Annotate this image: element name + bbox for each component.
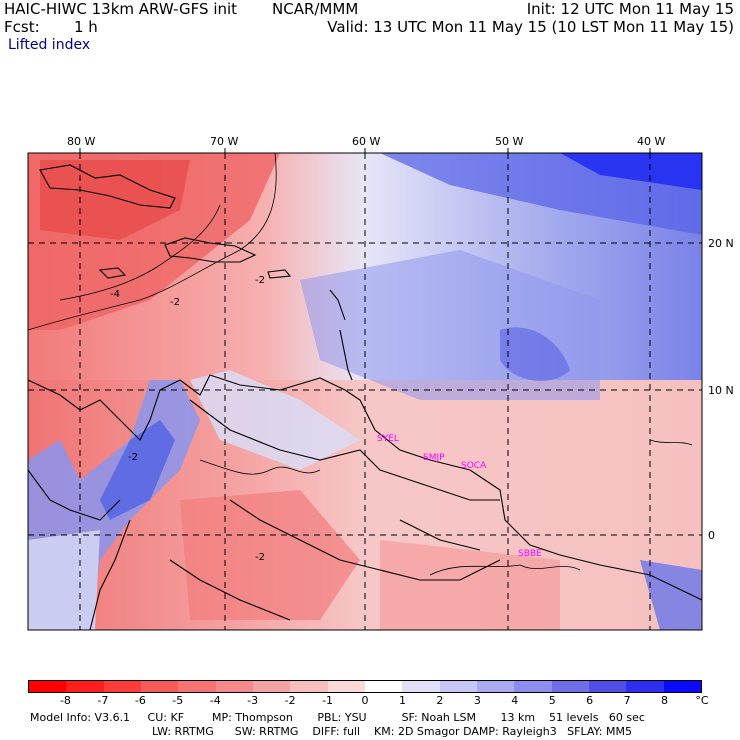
colorbar-tick-label: -1 [322,694,334,707]
lon-label-80w: 80 W [67,135,95,148]
valid-time: Valid: 13 UTC Mon 11 May 15 (10 LST Mon … [327,18,734,36]
field-name: Lifted index [8,37,91,53]
colorbar-swatch [364,681,403,692]
fcst-value: 1 h [74,18,98,36]
lifted-index-map: 80 W 70 W 60 W 50 W 40 W 20 N 10 N 0 -4 … [27,135,734,631]
lon-label-40w: 40 W [637,135,665,148]
colorbar-tick-label: 2 [436,694,444,707]
model-info-line2: LW: RRTMG SW: RRTMG DIFF: full KM: 2D Sm… [152,725,632,738]
contour-label: -4 [110,289,120,300]
lon-label-60w: 60 W [352,135,380,148]
colorbar-swatch [290,681,328,692]
lon-ticks [79,148,651,153]
colorbar-swatch [215,681,253,692]
contour-lines [27,152,693,576]
contour-label: -2 [255,275,265,286]
colorbar-tick-label: -7 [97,694,109,707]
colorbar-swatch [140,681,179,692]
contour-label: -2 [128,452,138,463]
contour-label: -2 [170,297,180,308]
colorbar-tick-label: -5 [172,694,184,707]
colorbar-swatch [439,681,477,692]
colorbar-swatch [103,681,141,692]
colorbar-tick-label: -2 [284,694,296,707]
model-title: HAIC-HIWC 13km ARW-GFS init [4,0,238,18]
colorbar-swatch [626,681,664,692]
colorbar [28,680,702,693]
station-label: SYEL [377,434,399,444]
colorbar-swatch [66,681,104,692]
colorbar-swatch [402,681,440,692]
colorbar-tick-label: 3 [473,694,481,707]
lat-label-0: 0 [708,529,715,542]
colorbar-tick-label: 6 [586,694,594,707]
colorbar-tick-label: -3 [247,694,259,707]
colorbar-tick-label: -8 [59,694,71,707]
init-time: Init: 12 UTC Mon 11 May 15 [526,0,734,18]
colorbar-swatch [663,681,701,692]
colorbar-tick-label: -6 [134,694,146,707]
colorbar-tick-label: 4 [511,694,519,707]
colorbar-tick-label: -4 [209,694,221,707]
org-label: NCAR/MMM [272,0,359,18]
colorbar-tick-label: 5 [548,694,556,707]
coastlines [27,164,703,631]
colorbar-swatch [327,681,365,692]
model-info-line1: Model Info: V3.6.1 CU: KF MP: Thompson P… [30,711,645,724]
colorbar-swatch [588,681,627,692]
colorbar-swatch [551,681,589,692]
station-label: SBBE [518,549,542,559]
station-label: SMJP [423,453,445,463]
colorbar-swatch [178,681,216,692]
lat-label-10n: 10 N [708,384,734,397]
station-label: SOCA [461,461,487,471]
colorbar-swatch [514,681,552,692]
grid-lines [28,153,702,630]
fcst-label: Fcst: [4,18,40,36]
colorbar-tick-label: 8 [661,694,669,707]
contour-label: -2 [255,552,265,563]
colorbar-tick-label: 0 [361,694,369,707]
lat-label-20n: 20 N [708,237,734,250]
colorbar-swatch [29,681,67,692]
colorbar-unit: °C [695,694,709,707]
colorbar-tick-label: 1 [398,694,406,707]
lon-label-70w: 70 W [210,135,238,148]
lon-label-50w: 50 W [495,135,523,148]
colorbar-swatch [252,681,291,692]
colorbar-swatch [476,681,515,692]
colorbar-tick-label: 7 [623,694,631,707]
